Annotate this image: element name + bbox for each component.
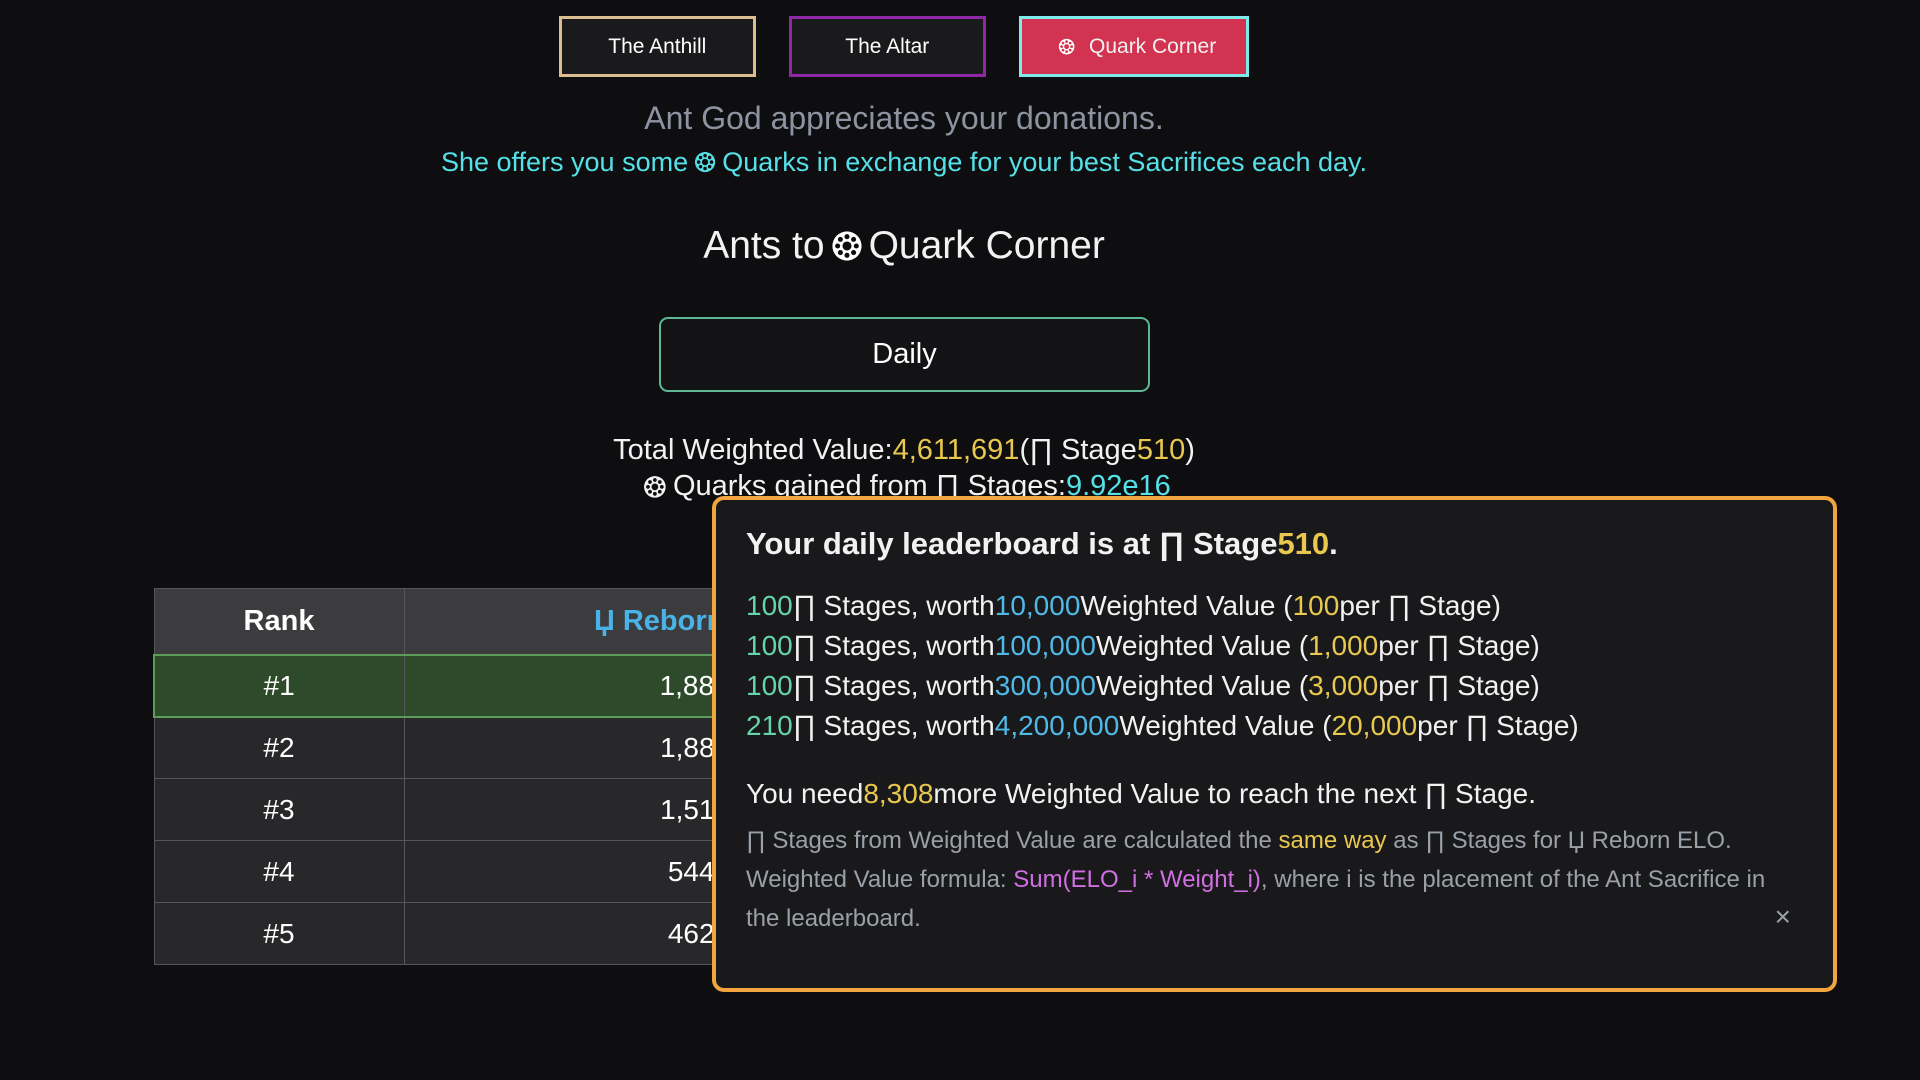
rank-cell: #2 (153, 716, 405, 779)
text-segment: 3,000 (1308, 670, 1379, 701)
text-segment: ∏ Stages from Weighted Value are calcula… (746, 827, 1279, 854)
text-segment: 100 (1292, 590, 1340, 621)
total-weighted-value-text: Total Weighted Value: 4,611,691 (∏ Stage… (613, 434, 1195, 467)
rank-cell: #3 (153, 778, 405, 841)
text-segment: per ∏ Stage) (1378, 630, 1540, 661)
tab-label: Quark Corner (1052, 35, 1216, 59)
text-segment: per ∏ Stage) (1339, 590, 1501, 621)
text-segment: per ∏ Stage) (1417, 710, 1579, 741)
text-segment: 20,000 (1331, 710, 1418, 741)
text-segment: 4,200,000 (994, 710, 1120, 741)
quark-icon (1058, 38, 1075, 55)
quark-offer-subtitle: She offers you some Quarks in exchange f… (0, 147, 1808, 178)
next-stage-requirement-text: You need 8,308 more Weighted Value to re… (746, 778, 1536, 810)
subtitle-text: She offers you some Quarks in exchange f… (441, 147, 1367, 178)
text-segment: Quark Corner (1089, 34, 1217, 58)
text-segment: . (1329, 526, 1338, 561)
text-segment: ) (1185, 434, 1195, 466)
rank-cell: #5 (153, 902, 405, 965)
text-segment: Total Weighted Value: (613, 434, 893, 466)
stage-breakdown-text: 100 ∏ Stages, worth 300,000 Weighted Val… (746, 666, 1540, 706)
text-segment: Quarks in exchange for your best Sacrifi… (722, 147, 1368, 177)
rank-cell: #1 (153, 653, 405, 718)
page-title: Ants to Quark Corner (0, 224, 1808, 268)
text-segment: 510 (1277, 526, 1330, 561)
text-segment: 10,000 (994, 590, 1081, 621)
quark-icon (695, 152, 716, 173)
text-segment: 210 (746, 710, 793, 741)
text-segment: 100 (746, 630, 793, 661)
text-segment: Your daily leaderboard is at ∏ Stage (746, 526, 1278, 561)
tab-quark-corner[interactable]: Quark Corner (1018, 16, 1250, 77)
tab-the-anthill[interactable]: The Anthill (558, 16, 756, 77)
tab-label: The Anthill (608, 34, 707, 58)
quark-icon (831, 231, 862, 261)
stage-breakdown-text: 210 ∏ Stages, worth 4,200,000 Weighted V… (746, 706, 1579, 746)
tooltip-title-text: Your daily leaderboard is at ∏ Stage 510… (746, 526, 1338, 562)
stage-breakdown-line: 100 ∏ Stages, worth 100,000 Weighted Val… (746, 626, 1803, 666)
text-segment: 4,611,691 (892, 434, 1020, 466)
tab-the-altar[interactable]: The Altar (788, 16, 986, 77)
text-segment: 300,000 (994, 670, 1096, 701)
rank-cell: #4 (153, 840, 405, 903)
text-segment: more Weighted Value to reach the next ∏ … (933, 778, 1536, 809)
text-segment: Weighted Value ( (1095, 670, 1309, 701)
text-segment: You need (746, 778, 864, 809)
page-title-text: Ants to Quark Corner (703, 224, 1105, 268)
leaderboard-row: #2 1,883,9 (153, 716, 983, 779)
text-segment: 100,000 (994, 630, 1096, 661)
tab-label: The Altar (845, 34, 930, 58)
rank-column-header: Rank (153, 588, 405, 655)
text-segment: She offers you some (440, 147, 689, 177)
text-segment: per ∏ Stage) (1378, 670, 1540, 701)
text-segment: 100 (746, 590, 793, 621)
ant-god-title: Ant God appreciates your donations. (644, 100, 1164, 136)
text-segment: ∏ Stages, worth (792, 670, 995, 701)
close-icon[interactable]: × (1774, 901, 1791, 932)
text-segment: Weighted Value ( (1080, 590, 1293, 621)
formula-note: ∏ Stages from Weighted Value are calcula… (746, 821, 1776, 938)
stage-breakdown-line: 210 ∏ Stages, worth 4,200,000 Weighted V… (746, 706, 1803, 746)
text-segment: Weighted Value ( (1119, 710, 1332, 741)
stage-breakdown-line: 100 ∏ Stages, worth 300,000 Weighted Val… (746, 666, 1803, 706)
text-segment: 510 (1136, 434, 1186, 466)
text-segment: Quark Corner (868, 224, 1105, 267)
text-segment: Weighted Value ( (1095, 630, 1309, 661)
text-segment: 1,000 (1308, 630, 1379, 661)
text-segment: ∏ Stages, worth (792, 630, 995, 661)
tab-bar: The Anthill The Altar Quark Corner (0, 16, 1808, 77)
stage-breakdown-text: 100 ∏ Stages, worth 100,000 Weighted Val… (746, 626, 1540, 666)
daily-button-label: Daily (872, 338, 937, 370)
text-segment: same way (1278, 827, 1387, 854)
quark-icon (644, 475, 666, 498)
daily-button[interactable]: Daily (659, 317, 1150, 392)
text-segment: 100 (746, 670, 793, 701)
stage-tooltip: Your daily leaderboard is at ∏ Stage 510… (712, 496, 1837, 992)
text-segment: Ants to (703, 224, 825, 267)
text-segment: (∏ Stage (1019, 434, 1137, 466)
text-segment: as ∏ Stages for Џ Reborn ELO. Weighted V… (746, 827, 1732, 893)
text-segment: ∏ Stages, worth (792, 710, 995, 741)
stage-breakdown-text: 100 ∏ Stages, worth 10,000 Weighted Valu… (746, 586, 1501, 626)
text-segment: 8,308 (863, 778, 934, 809)
text-segment: Sum(ELO_i * Weight_i) (1013, 866, 1261, 893)
text-segment: , where i is the placement of the Ant Sa… (746, 866, 1766, 932)
text-segment: ∏ Stages, worth (792, 590, 995, 621)
tooltip-title: Your daily leaderboard is at ∏ Stage 510… (746, 526, 1803, 562)
stage-breakdown-line: 100 ∏ Stages, worth 10,000 Weighted Valu… (746, 586, 1803, 626)
next-stage-requirement: You need 8,308 more Weighted Value to re… (746, 778, 1803, 810)
total-weighted-value-line: Total Weighted Value: 4,611,691 (∏ Stage… (0, 434, 1808, 467)
